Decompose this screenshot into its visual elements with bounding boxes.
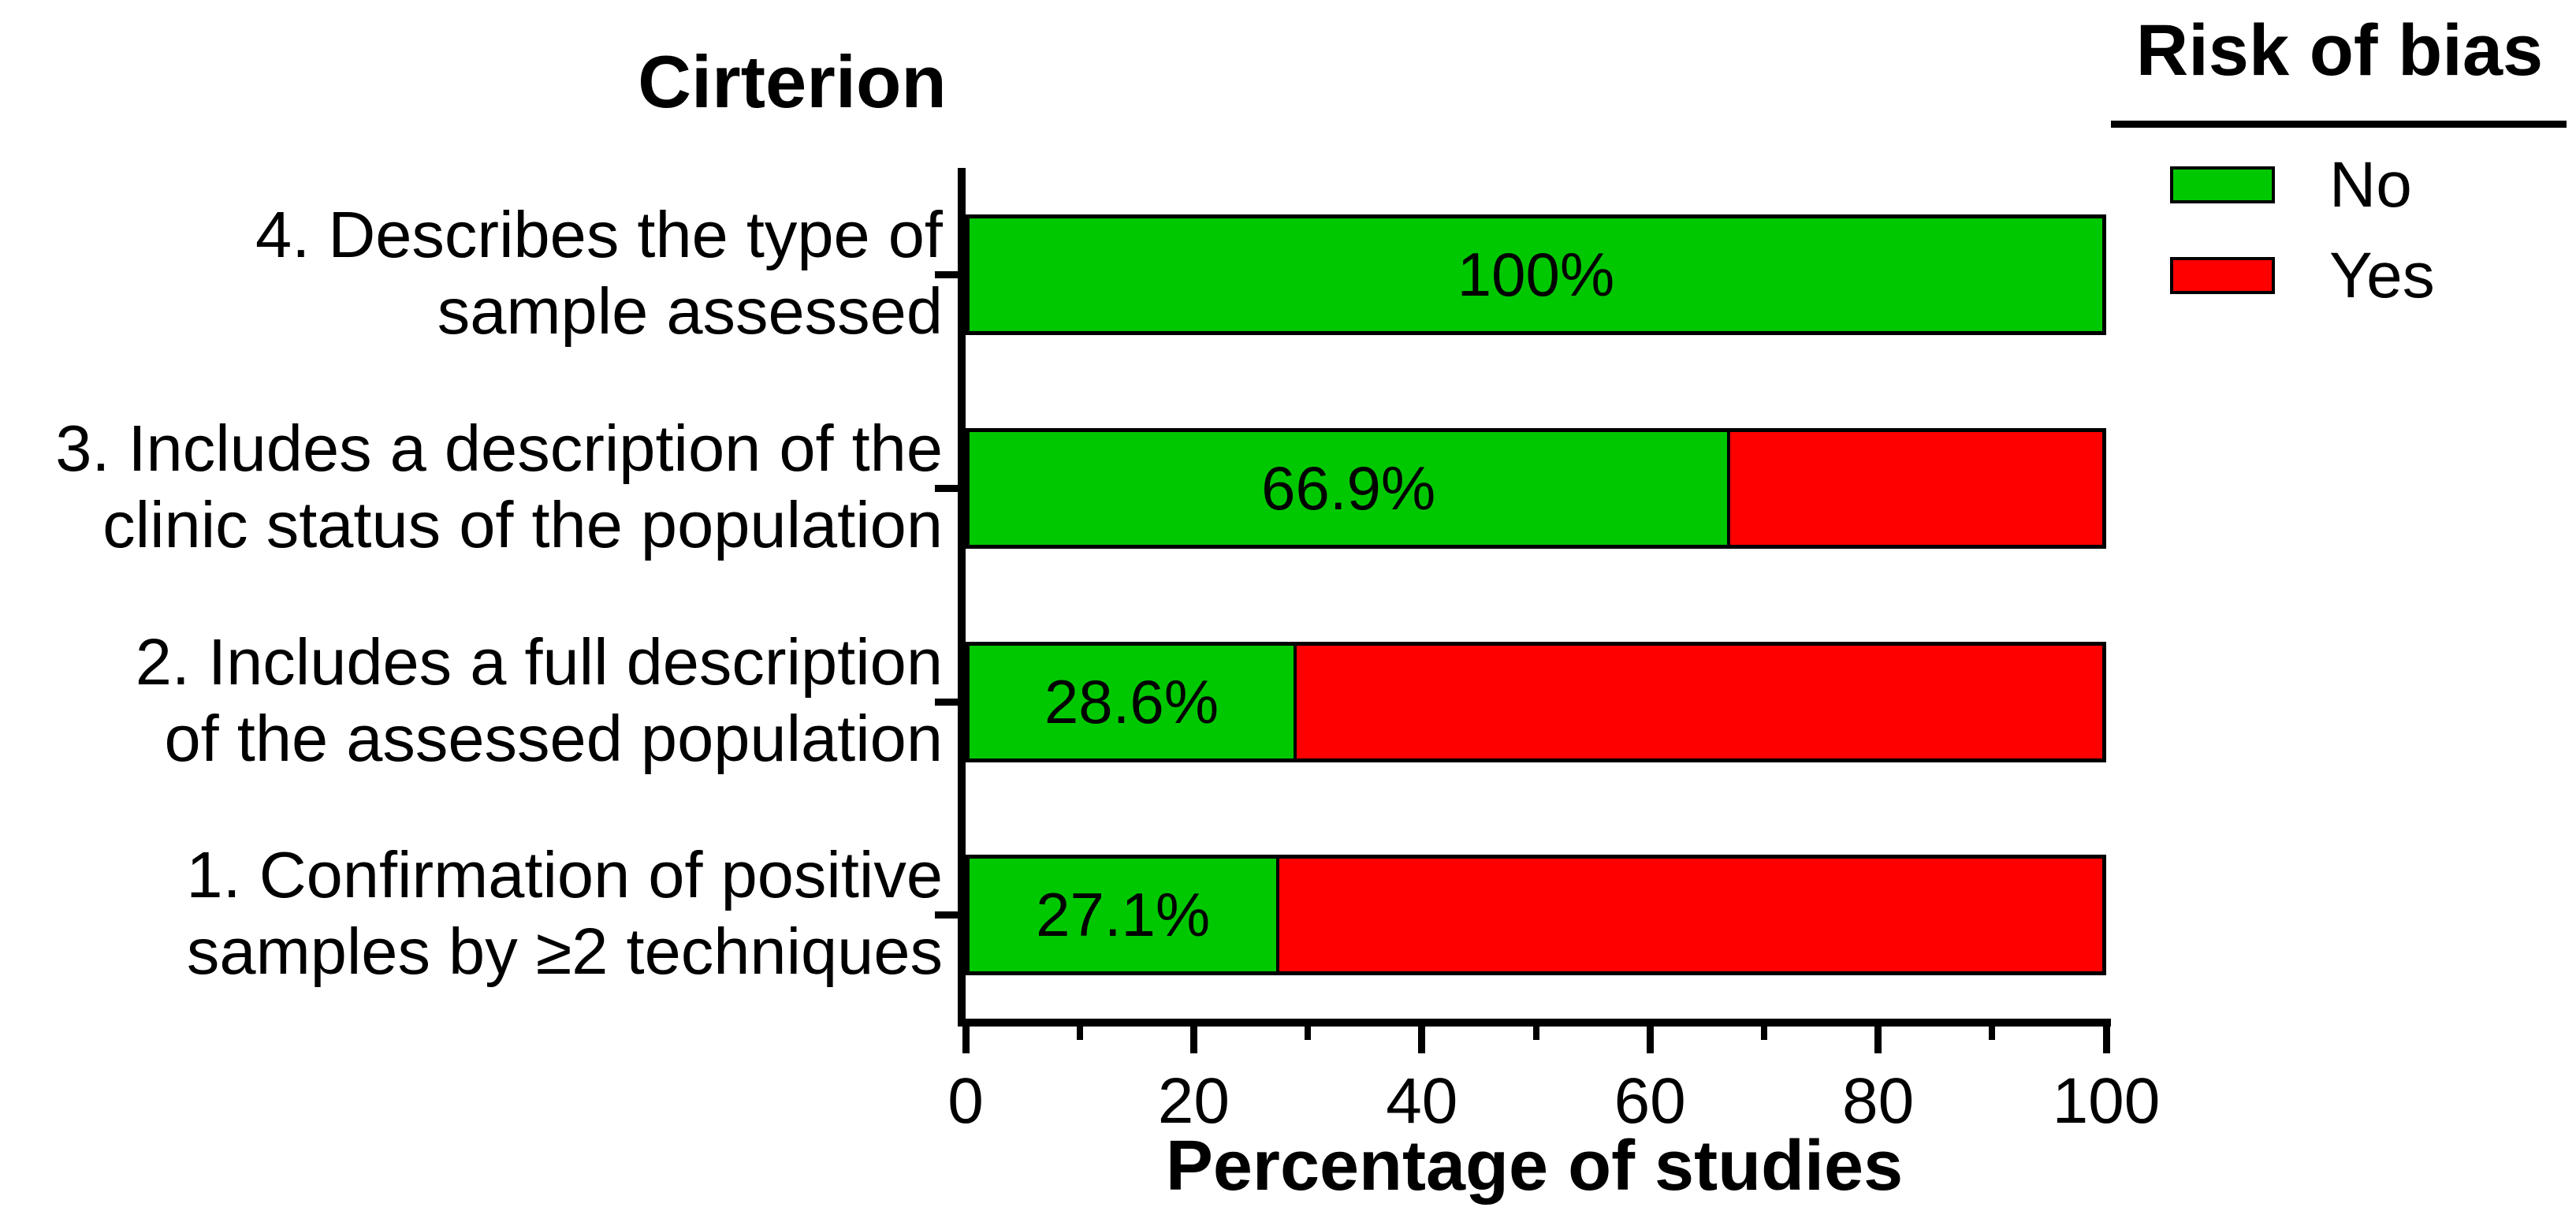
x-tick-label: 100 (2052, 1065, 2161, 1137)
legend-swatch-yes (2170, 257, 2275, 294)
bar-row: 28.6% (966, 642, 2106, 762)
bar-segment-yes (1727, 432, 2102, 545)
x-tick-minor (1305, 1027, 1312, 1040)
category-label-line: 3. Includes a description of the (55, 411, 943, 485)
category-tick (935, 271, 958, 278)
bar-value-label: 27.1% (1036, 880, 1211, 949)
legend-underline (2111, 121, 2567, 128)
legend-entry-label: Yes (2329, 239, 2435, 311)
bar-segment-yes (1293, 646, 2102, 758)
x-tick-label: 20 (1157, 1065, 1230, 1137)
x-tick-minor (1076, 1027, 1083, 1040)
legend-title: Risk of bias (2135, 10, 2544, 91)
chart-title: Cirterion (638, 40, 947, 123)
bar-row: 27.1% (966, 855, 2106, 975)
bar-segment-no: 66.9% (970, 432, 1728, 545)
category-label-line: 1. Confirmation of positive (186, 837, 943, 911)
x-tick-major (1189, 1027, 1197, 1053)
category-tick (935, 911, 958, 919)
bar-value-label: 100% (1457, 240, 1615, 309)
bar-segment-no: 28.6% (970, 646, 1294, 758)
category-label-line: 2. Includes a full description (135, 624, 943, 699)
x-tick-label: 60 (1614, 1065, 1686, 1137)
category-label-line: of the assessed population (164, 701, 944, 775)
x-axis-line (958, 1019, 2111, 1027)
bar-segment-no: 27.1% (970, 859, 1277, 971)
x-tick-major (1646, 1027, 1654, 1053)
category-label: 1. Confirmation of positive samples by ≥2… (0, 837, 943, 989)
x-tick-minor (1532, 1027, 1539, 1040)
x-tick-label: 80 (1841, 1065, 1915, 1137)
legend-entry-label: No (2329, 148, 2412, 221)
bar-segment-yes (1276, 859, 2102, 971)
x-tick-major (1418, 1027, 1426, 1053)
category-label: 2. Includes a full description of the ass… (0, 624, 943, 777)
y-axis-line (958, 168, 966, 1027)
x-tick-major (1874, 1027, 1882, 1053)
bar-row: 66.9% (966, 428, 2106, 549)
bar-segment-no: 100% (970, 218, 2102, 331)
x-tick-minor (1989, 1027, 1996, 1040)
category-label-line: samples by ≥2 techniques (186, 914, 943, 988)
category-label-line: 4. Describes the type of (255, 197, 943, 271)
x-axis-title: Percentage of studies (1165, 1127, 1904, 1206)
x-tick-label: 0 (947, 1065, 984, 1137)
bar-row: 100% (966, 214, 2106, 335)
bar-value-label: 28.6% (1044, 667, 1219, 736)
category-tick (935, 485, 958, 492)
category-tick (935, 699, 958, 706)
category-label: 4. Describes the type of sample assessed (0, 196, 943, 349)
bar-value-label: 66.9% (1261, 453, 1436, 523)
x-tick-minor (1760, 1027, 1767, 1040)
legend-swatch-no (2170, 166, 2275, 203)
x-tick-major (962, 1027, 970, 1053)
x-tick-major (2102, 1027, 2110, 1053)
category-label-line: sample assessed (437, 274, 943, 348)
category-label: 3. Includes a description of the clinic s… (0, 410, 943, 563)
x-tick-label: 40 (1386, 1065, 1458, 1137)
category-label-line: clinic status of the population (102, 487, 943, 561)
